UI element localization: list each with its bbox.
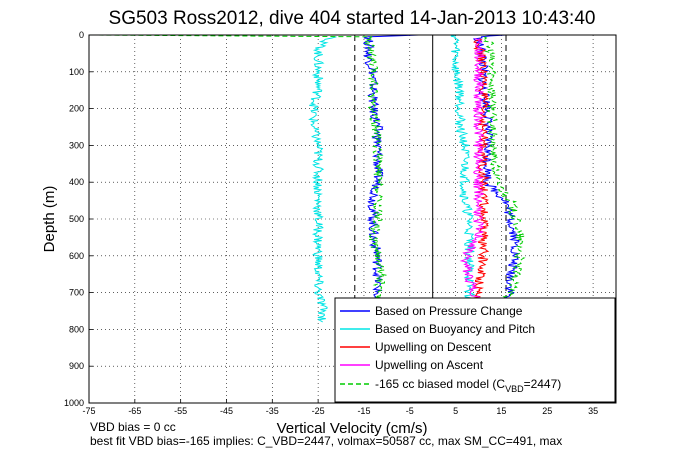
x-axis-label: Vertical Velocity (cm/s) bbox=[277, 420, 428, 437]
legend-items: Based on Pressure Change Based on Buoyanc… bbox=[340, 304, 535, 372]
x-tick-label: 5 bbox=[453, 406, 458, 416]
footer-line-1: VBD bias = 0 cc bbox=[90, 420, 176, 434]
x-tick-label: -25 bbox=[312, 406, 325, 416]
x-tick-label: -35 bbox=[266, 406, 279, 416]
series-line-4-0 bbox=[90, 34, 387, 301]
x-axis-ticks: -75 -65 -55 -45 -35 -25 -15 -5 5 15 25 35 bbox=[82, 399, 598, 416]
legend-model-prefix: -165 cc biased model (C bbox=[375, 377, 505, 391]
legend-label: Upwelling on Ascent bbox=[375, 358, 484, 372]
y-axis-label: Depth (m) bbox=[41, 186, 58, 253]
y-tick-label: 200 bbox=[69, 104, 84, 114]
y-tick-label: 0 bbox=[79, 30, 84, 40]
series-line-3-0 bbox=[459, 38, 485, 301]
x-tick-label: -5 bbox=[406, 406, 414, 416]
legend-model-sub: VBD bbox=[505, 384, 524, 394]
legend-box bbox=[334, 297, 616, 403]
y-tick-label: 900 bbox=[69, 361, 84, 371]
footer-line-2: best fit VBD bias=-165 implies: C_VBD=24… bbox=[90, 434, 562, 448]
x-tick-label: -75 bbox=[82, 406, 95, 416]
y-tick-label: 600 bbox=[69, 251, 84, 261]
series-line-1-0 bbox=[308, 36, 337, 323]
legend-model-suffix: =2447) bbox=[524, 377, 562, 391]
series-line-0-1 bbox=[472, 34, 520, 301]
legend-label: Based on Buoyancy and Pitch bbox=[375, 322, 535, 336]
series-line-4-1 bbox=[483, 36, 526, 301]
x-tick-label: 25 bbox=[542, 406, 552, 416]
y-tick-label: 1000 bbox=[64, 398, 84, 408]
legend-label: Based on Pressure Change bbox=[375, 304, 523, 318]
x-tick-label: -65 bbox=[128, 406, 141, 416]
chart-title: SG503 Ross2012, dive 404 started 14-Jan-… bbox=[109, 8, 596, 29]
y-tick-label: 100 bbox=[69, 67, 84, 77]
legend-label: Upwelling on Descent bbox=[375, 340, 492, 354]
legend-label-model: -165 cc biased model (CVBD=2447) bbox=[375, 377, 561, 394]
x-tick-label: -15 bbox=[357, 406, 370, 416]
x-tick-label: -45 bbox=[220, 406, 233, 416]
y-tick-label: 300 bbox=[69, 140, 84, 150]
y-tick-label: 700 bbox=[69, 288, 84, 298]
x-tick-label: 35 bbox=[588, 406, 598, 416]
legend: Based on Pressure Change Based on Buoyanc… bbox=[334, 297, 616, 403]
x-tick-label: 15 bbox=[496, 406, 506, 416]
y-tick-label: 500 bbox=[69, 214, 84, 224]
y-tick-label: 800 bbox=[69, 324, 84, 334]
y-tick-label: 400 bbox=[69, 177, 84, 187]
x-tick-label: -55 bbox=[174, 406, 187, 416]
y-axis-ticks: 0 100 200 300 400 500 600 700 800 900 1000 bbox=[64, 30, 93, 408]
